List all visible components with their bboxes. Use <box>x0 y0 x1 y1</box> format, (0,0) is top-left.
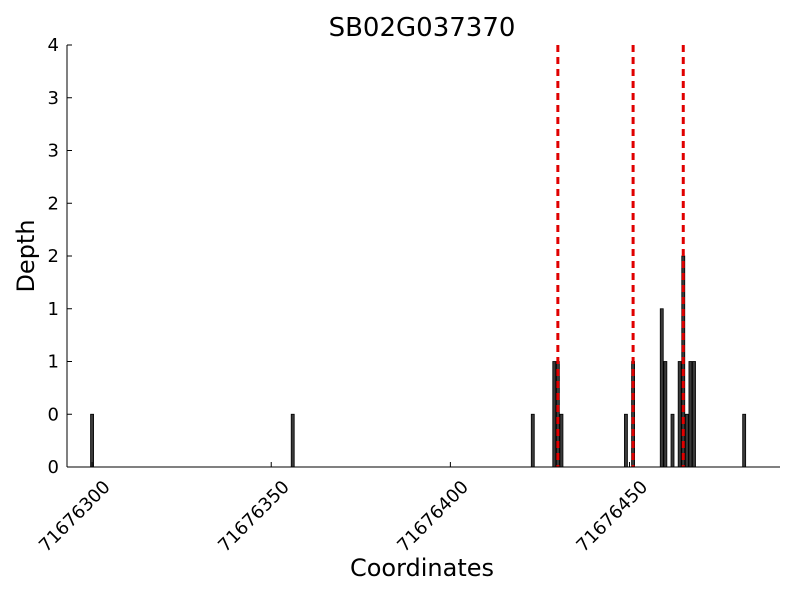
y-tick-label: 1 <box>48 352 59 373</box>
bar <box>677 361 682 468</box>
bar <box>555 361 560 468</box>
bar <box>290 413 295 468</box>
bar <box>552 361 557 468</box>
y-tick-label: 4 <box>48 35 59 56</box>
y-tick-label: 0 <box>48 404 59 425</box>
y-tick-label: 2 <box>48 193 59 214</box>
bar <box>90 413 94 468</box>
bar <box>659 308 664 468</box>
bar <box>624 413 628 468</box>
y-axis-title: Depth <box>12 219 40 292</box>
bar <box>684 413 689 468</box>
y-tick-label: 3 <box>48 141 59 162</box>
bar <box>530 413 535 468</box>
bar <box>631 361 635 468</box>
y-tick-label: 3 <box>48 88 59 109</box>
x-axis-title: Coordinates <box>350 554 494 582</box>
y-tick-label: 1 <box>48 299 59 320</box>
bar <box>688 361 693 468</box>
bar <box>670 413 675 468</box>
chart-title: SB02G037370 <box>329 13 516 43</box>
y-tick-label: 2 <box>48 246 59 267</box>
bar <box>742 413 747 468</box>
bar <box>559 413 564 468</box>
marker-lines-layer <box>556 45 685 467</box>
bar <box>663 361 668 468</box>
bar <box>692 361 696 468</box>
y-tick-label: 0 <box>48 457 59 478</box>
